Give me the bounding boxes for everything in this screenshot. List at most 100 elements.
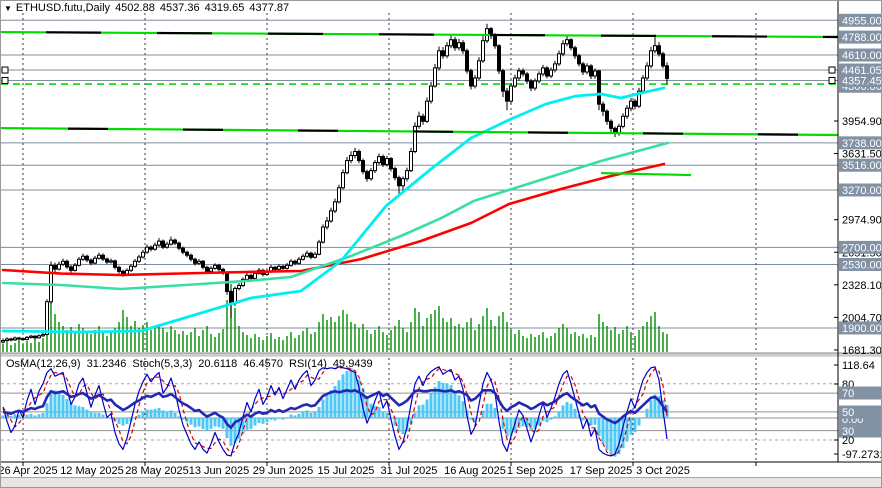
candlestick[interactable] xyxy=(585,65,589,73)
candlestick[interactable] xyxy=(549,69,553,77)
candlestick[interactable] xyxy=(381,156,385,166)
price-axis-label[interactable]: 2004.70 xyxy=(842,312,882,324)
candlestick[interactable] xyxy=(317,241,321,255)
candlestick[interactable] xyxy=(1,340,5,343)
candlestick[interactable] xyxy=(437,50,441,69)
candlestick[interactable] xyxy=(201,260,205,268)
candlestick[interactable] xyxy=(285,264,289,269)
candlestick[interactable] xyxy=(129,265,133,271)
candlestick[interactable] xyxy=(465,50,469,72)
candlestick[interactable] xyxy=(277,265,281,270)
candlestick[interactable] xyxy=(301,255,305,260)
candlestick[interactable] xyxy=(449,39,453,47)
candlestick[interactable] xyxy=(565,39,569,45)
line-handle[interactable] xyxy=(1,76,9,84)
candlestick[interactable] xyxy=(157,240,161,246)
candlestick[interactable] xyxy=(393,168,397,179)
candlestick[interactable] xyxy=(37,335,41,339)
date-label[interactable]: 28 May 2025 xyxy=(125,465,189,477)
candlestick[interactable] xyxy=(57,263,61,270)
candlestick[interactable] xyxy=(113,260,117,268)
candlestick[interactable] xyxy=(641,77,645,92)
candlestick[interactable] xyxy=(553,63,557,71)
candlestick[interactable] xyxy=(65,260,69,268)
candlestick[interactable] xyxy=(21,338,25,341)
candlestick[interactable] xyxy=(133,260,137,267)
line-handle[interactable] xyxy=(828,76,836,84)
price-axis-label[interactable]: 3631.50 xyxy=(842,149,882,161)
candlestick[interactable] xyxy=(145,246,149,253)
date-label[interactable]: 17 Sep 2025 xyxy=(570,465,632,477)
candlestick[interactable] xyxy=(357,151,361,162)
candlestick[interactable] xyxy=(541,67,545,75)
candlestick[interactable] xyxy=(193,258,197,264)
candlestick[interactable] xyxy=(345,160,349,174)
candlestick[interactable] xyxy=(305,252,309,257)
candlestick[interactable] xyxy=(109,260,113,263)
pane-separator[interactable] xyxy=(1,353,882,356)
candlestick[interactable] xyxy=(525,73,529,82)
candlestick[interactable] xyxy=(245,274,249,280)
time-axis[interactable] xyxy=(1,462,882,477)
candlestick[interactable] xyxy=(401,178,405,187)
candlestick[interactable] xyxy=(341,172,345,189)
candlestick[interactable] xyxy=(569,39,573,49)
candlestick[interactable] xyxy=(605,110,609,122)
candlestick[interactable] xyxy=(105,258,109,263)
candlestick[interactable] xyxy=(161,240,165,248)
price-axis-label[interactable]: 2974.90 xyxy=(842,215,882,227)
candlestick[interactable] xyxy=(33,335,37,339)
candlestick[interactable] xyxy=(545,67,549,77)
candlestick[interactable] xyxy=(557,53,561,65)
candlestick[interactable] xyxy=(597,70,601,105)
candlestick[interactable] xyxy=(581,63,585,73)
candlestick[interactable] xyxy=(373,162,377,172)
candlestick[interactable] xyxy=(205,266,209,272)
candlestick[interactable] xyxy=(601,103,605,112)
candlestick[interactable] xyxy=(189,254,193,260)
candlestick[interactable] xyxy=(25,336,29,340)
candlestick[interactable] xyxy=(473,77,477,87)
candlestick[interactable] xyxy=(69,266,73,271)
candlestick[interactable] xyxy=(661,53,665,67)
candlestick[interactable] xyxy=(453,39,457,49)
candlestick[interactable] xyxy=(513,77,517,87)
candlestick[interactable] xyxy=(153,244,157,250)
date-label[interactable]: 13 Jun 2025 xyxy=(189,465,250,477)
candlestick[interactable] xyxy=(517,70,521,79)
candlestick[interactable] xyxy=(93,257,97,264)
candlestick[interactable] xyxy=(577,55,581,65)
candlestick[interactable] xyxy=(197,260,201,264)
candlestick[interactable] xyxy=(629,100,633,109)
candlestick[interactable] xyxy=(457,42,461,49)
candlestick[interactable] xyxy=(477,60,481,79)
candlestick[interactable] xyxy=(181,247,185,253)
candlestick[interactable] xyxy=(349,155,353,162)
oscillator-axis-label[interactable]: -97.2731 xyxy=(842,449,882,461)
date-label[interactable]: 31 Jul 2025 xyxy=(381,465,438,477)
candlestick[interactable] xyxy=(149,246,153,250)
candlestick[interactable] xyxy=(5,338,9,342)
date-label[interactable]: 16 Aug 2025 xyxy=(444,465,506,477)
oscillator-axis-label[interactable]: 118.64 xyxy=(842,360,875,372)
line-handle[interactable] xyxy=(1,66,9,74)
candlestick[interactable] xyxy=(413,125,417,153)
candlestick[interactable] xyxy=(637,90,641,107)
candlestick[interactable] xyxy=(645,65,649,79)
candlestick[interactable] xyxy=(573,47,577,57)
candlestick[interactable] xyxy=(97,254,101,259)
candlestick[interactable] xyxy=(329,210,333,222)
candlestick[interactable] xyxy=(9,338,13,341)
candlestick[interactable] xyxy=(321,226,325,243)
candlestick[interactable] xyxy=(493,35,497,47)
candlestick[interactable] xyxy=(501,70,505,92)
candlestick[interactable] xyxy=(13,337,17,341)
candlestick[interactable] xyxy=(53,265,57,270)
candlestick[interactable] xyxy=(653,45,657,52)
candlestick[interactable] xyxy=(509,85,513,102)
candlestick[interactable] xyxy=(117,266,121,272)
candlestick[interactable] xyxy=(73,264,77,271)
candlestick[interactable] xyxy=(425,100,429,122)
candlestick[interactable] xyxy=(365,171,369,180)
candlestick[interactable] xyxy=(165,243,169,248)
